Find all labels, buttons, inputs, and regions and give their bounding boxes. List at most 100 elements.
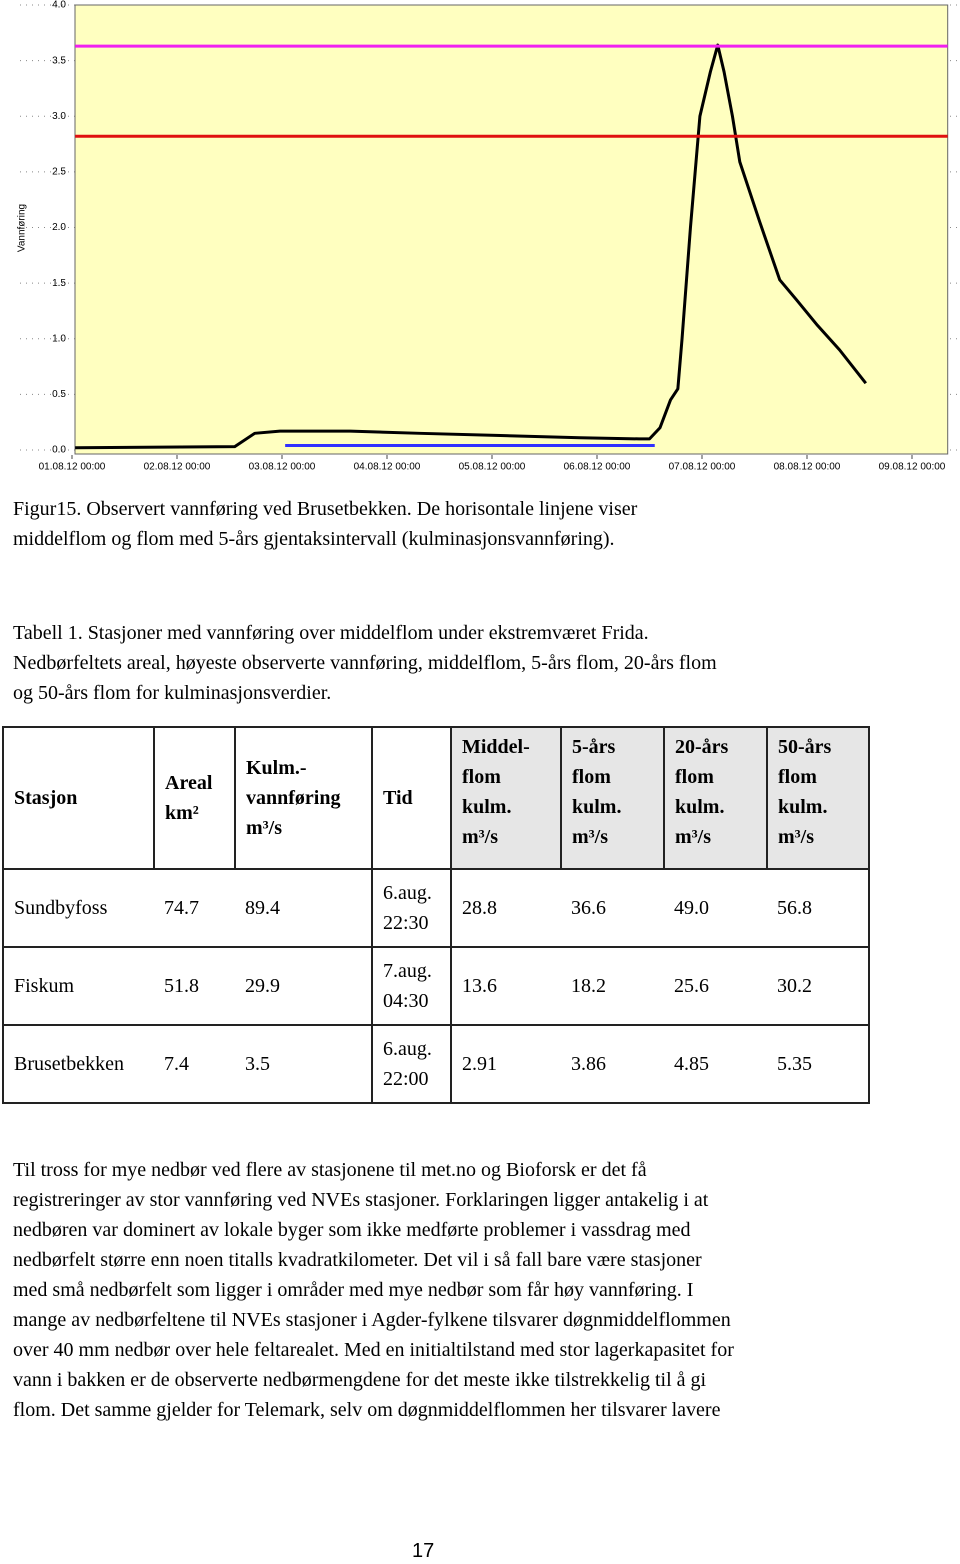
cell-text: Stasjon [14, 787, 78, 809]
cell-text: 56.8 [777, 897, 812, 919]
table-cell: 20-års flom kulm. m³/s [663, 726, 768, 870]
cell-text: flom [462, 766, 501, 788]
cell-text: 29.9 [245, 975, 280, 997]
table-cell: 7.4 [154, 1024, 235, 1104]
cell-text: m³/s [246, 817, 282, 839]
x-tick-label: 06.08.12 00:00 [564, 462, 631, 473]
text-line: med små nedbørfelt som ligger i områder … [13, 1279, 694, 1301]
cell-text: flom [572, 766, 611, 788]
cell-text: 7.4 [164, 1053, 189, 1075]
table-cell: 36.6 [561, 868, 664, 948]
x-tick-label: 02.08.12 00:00 [144, 462, 211, 473]
cell-text: 30.2 [777, 975, 812, 997]
cell-text: flom [675, 766, 714, 788]
table-cell: 49.0 [664, 868, 767, 948]
x-tick-label: 09.08.12 00:00 [879, 462, 946, 473]
cell-text: 50-års [778, 736, 832, 758]
cell-text: 28.8 [462, 897, 497, 919]
cell-text: Middel- [462, 736, 530, 758]
table-cell: Middel-flom kulm. m³/s [450, 726, 562, 870]
y-tick-label: 0.0 [52, 445, 66, 456]
table-cell: 6.aug. 22:30 [371, 868, 452, 948]
y-tick-label: 2.5 [52, 167, 66, 178]
table-cell: Tid [371, 726, 452, 870]
y-tick-label: 1.0 [52, 333, 66, 344]
cell-text: Brusetbekken [14, 1053, 124, 1075]
table-row: Sundbyfoss 74.7 89.4 6.aug. 22:30 28.8 36.6 49.… [2, 868, 870, 948]
cell-text: 51.8 [164, 975, 199, 997]
cell-text: Tid [383, 787, 413, 809]
table-cell: 51.8 [154, 946, 235, 1026]
table-cell: 5-års flom kulm. m³/s [560, 726, 665, 870]
x-tick-label: 01.08.12 00:00 [39, 462, 106, 473]
table-cell: Areal km² [153, 726, 236, 870]
page-number: 17 [412, 1540, 435, 1562]
cell-text: Kulm.- [246, 757, 307, 779]
cell-text: 04:30 [383, 990, 429, 1012]
table-cell: Brusetbekken [2, 1024, 154, 1104]
cell-text: 6.aug. [383, 1038, 432, 1060]
text-line: Nedbørfeltets areal, høyeste observerte … [13, 652, 717, 674]
text-line: over 40 mm nedbør over hele feltarealet.… [13, 1339, 734, 1361]
cell-text: 22:30 [383, 912, 429, 934]
data-table: Stasjon Areal km² Kulm.- vannføring m³/s Tid Mi… [2, 726, 870, 1104]
cell-text: 89.4 [245, 897, 280, 919]
table-cell: 29.9 [235, 946, 372, 1026]
text-line: og 50-års flom for kulminasjonsverdier. [13, 682, 332, 704]
cell-text: m³/s [778, 826, 814, 848]
table-cell: 3.5 [235, 1024, 372, 1104]
cell-text: kulm. [462, 796, 512, 818]
cell-text: 18.2 [571, 975, 606, 997]
cell-text: 5-års [572, 736, 616, 758]
y-tick-label: 0.5 [52, 389, 66, 400]
cell-text: km² [165, 802, 199, 824]
cell-text: Fiskum [14, 975, 75, 997]
cell-text: m³/s [572, 826, 608, 848]
text-line: mange av nedbørfeltene til NVEs stasjone… [13, 1309, 731, 1331]
x-tick-label: 05.08.12 00:00 [459, 462, 526, 473]
cell-text: 49.0 [674, 897, 709, 919]
table-cell: 89.4 [235, 868, 372, 948]
text-line: Figur15. Observert vannføring ved Bruset… [13, 498, 638, 520]
table-cell: Fiskum [2, 946, 154, 1026]
table-cell: 25.6 [664, 946, 767, 1026]
text-line: flom. Det samme gjelder for Telemark, se… [13, 1399, 721, 1421]
cell-text: Areal [165, 772, 213, 794]
header-row: Stasjon Areal km² Kulm.- vannføring m³/s Tid Mi… [2, 726, 870, 870]
text-line: vann i bakken er de observerte nedbørmen… [13, 1369, 707, 1391]
table-cell: 74.7 [154, 868, 235, 948]
table-cell: Kulm.- vannføring m³/s [234, 726, 373, 870]
table-cell: 50-års flom kulm. m³/s [766, 726, 870, 870]
cell-text: 7.aug. [383, 960, 432, 982]
plot-area [74, 4, 949, 455]
chart: 0.0 0.5 1.0 1.5 2.0 2.5 3.0 3.5 4.0 01.08.12 00:0… [17, 0, 960, 473]
table-cell: 13.6 [451, 946, 561, 1026]
y-tick-label: 3.0 [52, 111, 66, 122]
cell-text: 6.aug. [383, 882, 432, 904]
table-cell: 2.91 [451, 1024, 561, 1104]
cell-text: m³/s [675, 826, 711, 848]
cell-text: m³/s [462, 826, 498, 848]
table-cell: 18.2 [561, 946, 664, 1026]
y-tick-label: 4.0 [52, 0, 66, 11]
table-cell: Sundbyfoss [2, 868, 154, 948]
text-line: middelflom og flom med 5-års gjentaksint… [13, 528, 615, 550]
text-line: Tabell 1. Stasjoner med vannføring over … [13, 622, 649, 644]
cell-text: 20-års [675, 736, 729, 758]
y-axis-label: Vannføring [17, 204, 28, 252]
cell-text: kulm. [778, 796, 828, 818]
cell-text: vannføring [246, 787, 341, 809]
y-tick-label: 3.5 [52, 55, 66, 66]
cell-text: 4.85 [674, 1053, 709, 1075]
cell-text: 74.7 [164, 897, 199, 919]
x-tick-label: 08.08.12 00:00 [774, 462, 841, 473]
x-tick-label: 03.08.12 00:00 [249, 462, 316, 473]
cell-text: flom [778, 766, 817, 788]
cell-text: 2.91 [462, 1053, 497, 1075]
table-cell: 30.2 [767, 946, 870, 1026]
text-line: Til tross for mye nedbør ved flere av st… [13, 1159, 647, 1181]
cell-text: 13.6 [462, 975, 497, 997]
y-tick-label: 1.5 [52, 278, 66, 289]
table-cell: 4.85 [664, 1024, 767, 1104]
